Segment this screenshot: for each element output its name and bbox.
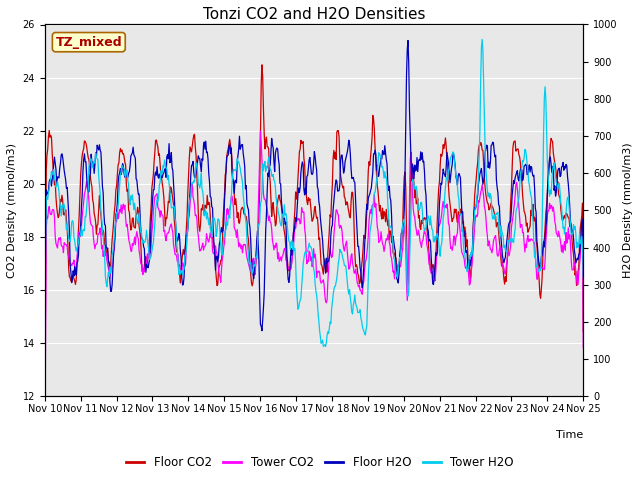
Floor CO2 bbox=[579, 329, 587, 335]
Tower H2O bbox=[322, 344, 330, 349]
Line: Floor H2O: Floor H2O bbox=[45, 40, 583, 331]
Line: Floor CO2: Floor CO2 bbox=[45, 65, 583, 442]
Tower H2O bbox=[380, 175, 388, 181]
Tower CO2 bbox=[106, 275, 114, 281]
Tower CO2 bbox=[257, 128, 264, 134]
Title: Tonzi CO2 and H2O Densities: Tonzi CO2 and H2O Densities bbox=[203, 7, 425, 22]
Floor H2O bbox=[161, 168, 168, 173]
Floor H2O bbox=[189, 158, 197, 164]
Line: Tower H2O: Tower H2O bbox=[45, 39, 583, 347]
Tower CO2 bbox=[41, 472, 49, 478]
Tower H2O bbox=[579, 275, 587, 281]
Tower H2O bbox=[396, 254, 404, 260]
Tower H2O bbox=[161, 157, 168, 163]
Floor H2O bbox=[404, 37, 412, 43]
Text: TZ_mixed: TZ_mixed bbox=[56, 36, 122, 48]
Tower CO2 bbox=[380, 249, 388, 254]
Floor H2O bbox=[579, 260, 587, 266]
Tower H2O bbox=[189, 180, 197, 186]
Floor CO2 bbox=[106, 264, 114, 270]
Floor CO2 bbox=[380, 209, 388, 215]
Legend: Floor CO2, Tower CO2, Floor H2O, Tower H2O: Floor CO2, Tower CO2, Floor H2O, Tower H… bbox=[122, 452, 518, 474]
Tower CO2 bbox=[51, 214, 58, 220]
Y-axis label: CO2 Density (mmol/m3): CO2 Density (mmol/m3) bbox=[7, 143, 17, 278]
Floor CO2 bbox=[396, 252, 404, 258]
Floor CO2 bbox=[161, 207, 168, 213]
Tower H2O bbox=[51, 176, 58, 182]
Tower CO2 bbox=[396, 263, 404, 269]
Floor H2O bbox=[396, 257, 404, 263]
Tower CO2 bbox=[189, 194, 197, 200]
Floor CO2 bbox=[41, 439, 49, 444]
Floor H2O bbox=[258, 328, 266, 334]
Line: Tower CO2: Tower CO2 bbox=[45, 131, 583, 475]
Floor CO2 bbox=[258, 62, 266, 68]
Floor CO2 bbox=[189, 137, 197, 143]
Tower H2O bbox=[478, 36, 486, 42]
Floor CO2 bbox=[51, 182, 58, 188]
Tower H2O bbox=[106, 264, 114, 270]
Floor H2O bbox=[41, 284, 49, 289]
Floor H2O bbox=[106, 278, 114, 284]
Tower H2O bbox=[41, 298, 49, 303]
Text: Time: Time bbox=[556, 430, 583, 440]
Tower CO2 bbox=[579, 345, 587, 350]
Y-axis label: H2O Density (mmol/m3): H2O Density (mmol/m3) bbox=[623, 143, 633, 278]
Floor H2O bbox=[380, 152, 388, 157]
Floor H2O bbox=[51, 154, 58, 160]
Tower CO2 bbox=[161, 228, 168, 233]
